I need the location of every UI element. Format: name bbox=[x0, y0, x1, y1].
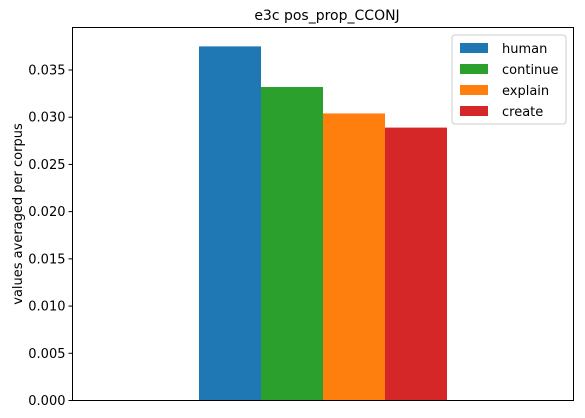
plot-frame bbox=[72, 27, 574, 401]
bar-explain bbox=[323, 113, 385, 401]
y-tick-label: 0.000 bbox=[28, 394, 65, 409]
legend-swatch-human bbox=[460, 43, 488, 53]
bars-group bbox=[199, 46, 447, 401]
legend-label-explain: explain bbox=[502, 84, 549, 99]
y-tick-label: 0.005 bbox=[28, 347, 65, 362]
legend: human continue explain create bbox=[451, 34, 567, 125]
bar-continue bbox=[261, 86, 323, 401]
bar-human bbox=[199, 46, 261, 401]
chart-title: e3c pos_prop_CCONJ bbox=[254, 8, 399, 24]
bar-create bbox=[385, 127, 447, 401]
legend-label-human: human bbox=[502, 42, 547, 57]
y-tick-label: 0.020 bbox=[28, 205, 65, 220]
legend-label-continue: continue bbox=[502, 63, 559, 78]
legend-swatch-create bbox=[460, 106, 488, 116]
y-tick-label: 0.025 bbox=[28, 158, 65, 173]
legend-swatch-continue bbox=[460, 64, 488, 74]
legend-label-create: create bbox=[502, 105, 543, 120]
y-tick-label: 0.035 bbox=[28, 63, 65, 78]
y-axis-label: values averaged per corpus bbox=[11, 123, 26, 305]
y-ticks-group: 0.000 0.005 0.010 0.015 0.020 0.025 0.030 0.035 bbox=[28, 63, 73, 409]
y-tick-label: 0.015 bbox=[28, 252, 65, 267]
y-tick-label: 0.030 bbox=[28, 111, 65, 126]
y-tick-label: 0.010 bbox=[28, 300, 65, 315]
legend-box bbox=[451, 34, 567, 125]
legend-swatch-explain bbox=[460, 85, 488, 95]
